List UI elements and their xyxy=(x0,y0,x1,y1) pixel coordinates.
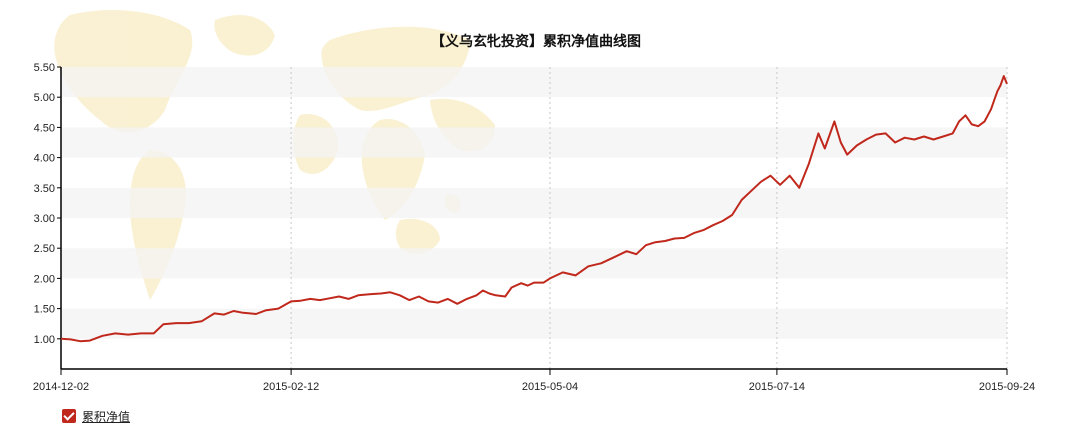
y-tick-label: 5.00 xyxy=(34,92,55,104)
vertical-gridlines xyxy=(290,67,1008,369)
x-tick-label: 2014-12-02 xyxy=(33,381,89,393)
y-tick-label: 5.50 xyxy=(34,62,55,74)
x-tick-label: 2015-05-04 xyxy=(522,381,578,393)
grid-band xyxy=(61,127,1007,158)
x-tick-label: 2015-02-12 xyxy=(263,381,319,393)
legend: 累积净值 xyxy=(62,407,130,425)
x-tick-label: 2015-09-24 xyxy=(979,381,1035,393)
y-tick-label: 4.00 xyxy=(34,153,55,165)
grid-band xyxy=(61,248,1007,279)
grid-band xyxy=(61,67,1007,98)
y-tick-label: 4.50 xyxy=(34,122,55,134)
y-tick-label: 1.00 xyxy=(34,334,55,346)
y-tick-label: 3.00 xyxy=(34,213,55,225)
series-line-cumulative-nav xyxy=(60,75,1008,343)
x-tick-label: 2015-07-14 xyxy=(749,381,805,393)
x-axis: 2014-12-02 2015-02-12 2015-05-04 2015-07-14… xyxy=(33,369,1035,393)
y-tick-label: 2.00 xyxy=(34,273,55,285)
grid-band xyxy=(61,187,1007,218)
y-tick-label: 1.50 xyxy=(34,304,55,316)
legend-label[interactable]: 累积净值 xyxy=(82,409,131,424)
y-tick-label: 2.50 xyxy=(34,243,55,255)
y-axis: 1.00 1.50 2.00 2.50 3.00 3.50 4.00 4.50 5.00 5.50 xyxy=(34,62,61,346)
chart-title: 【义乌玄牝投资】累积净值曲线图 xyxy=(431,33,641,50)
grid-band xyxy=(61,308,1007,339)
y-tick-label: 3.50 xyxy=(34,183,55,195)
gridline-bands xyxy=(61,67,1007,339)
legend-checkbox-icon[interactable] xyxy=(62,409,76,423)
